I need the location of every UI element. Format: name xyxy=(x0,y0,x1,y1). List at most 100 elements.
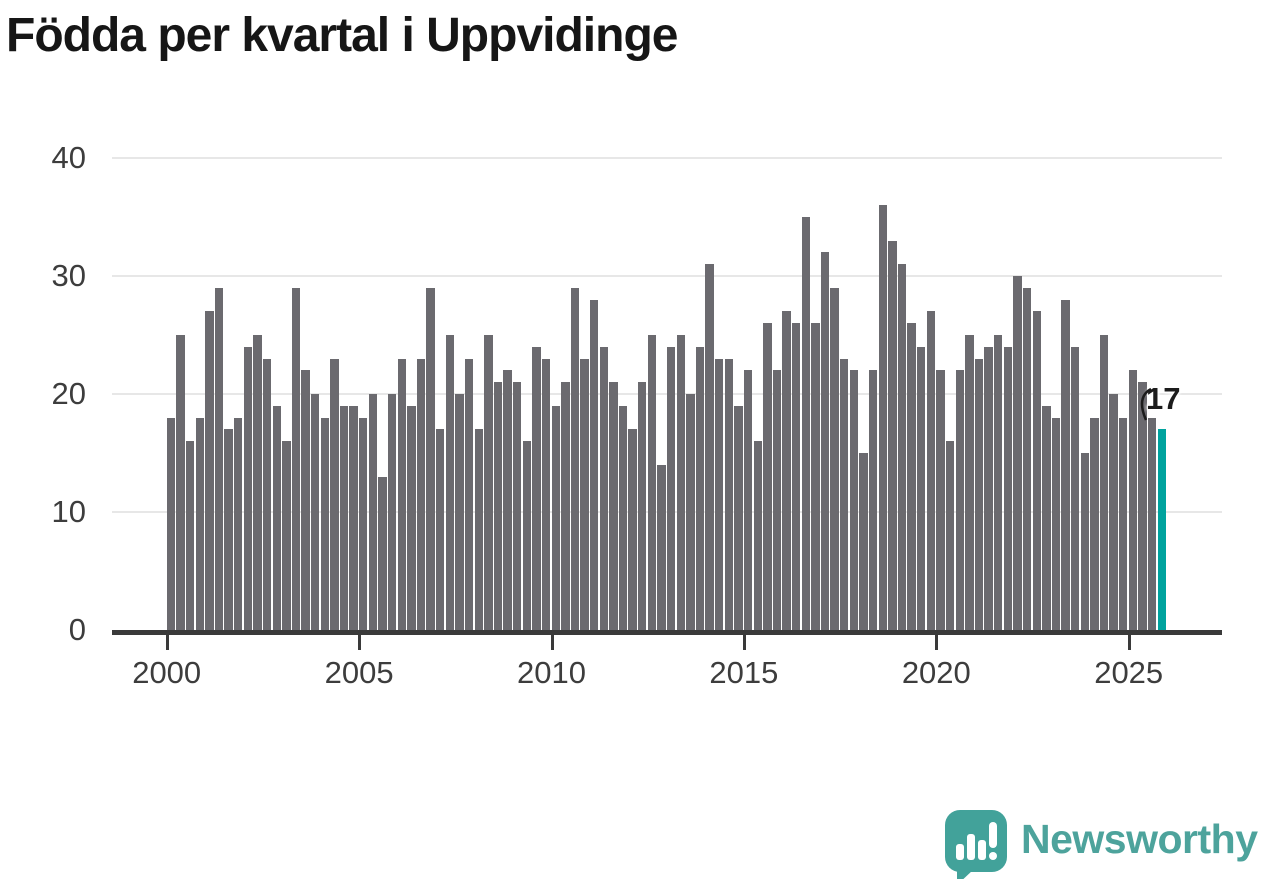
bar xyxy=(599,346,608,630)
bar xyxy=(589,299,599,630)
last-value-annotation: 17 xyxy=(1146,381,1181,416)
x-axis-line xyxy=(112,630,1222,635)
bar xyxy=(638,382,647,630)
bar xyxy=(455,394,464,630)
bar xyxy=(1070,346,1080,630)
bar xyxy=(339,405,349,630)
bar xyxy=(166,417,176,630)
logo-chart-bar-icon xyxy=(978,840,986,860)
x-axis-tick-label: 2005 xyxy=(324,655,394,690)
bar xyxy=(936,370,945,630)
bar xyxy=(397,358,406,630)
bar xyxy=(878,205,887,630)
bar xyxy=(1051,417,1061,630)
bar xyxy=(820,252,830,630)
bar xyxy=(493,382,503,630)
y-axis-tick-label: 20 xyxy=(51,376,86,411)
bar xyxy=(195,417,204,630)
bar xyxy=(647,335,657,630)
bar xyxy=(416,358,426,630)
x-axis-tick-label: 2015 xyxy=(709,655,779,690)
bar xyxy=(917,346,926,630)
bar xyxy=(205,311,214,630)
bar xyxy=(513,382,522,630)
bar xyxy=(503,370,512,630)
bar xyxy=(349,405,358,630)
brand-name: Newsworthy xyxy=(1021,816,1258,862)
bar xyxy=(1003,346,1013,630)
bar xyxy=(830,287,839,630)
bar xyxy=(580,358,589,630)
bar xyxy=(666,346,676,630)
bar xyxy=(464,358,474,630)
bar xyxy=(445,335,455,630)
chart-title: Födda per kvartal i Uppvidinge xyxy=(6,9,678,62)
bar xyxy=(522,441,532,630)
bar xyxy=(224,429,233,630)
bar xyxy=(1099,335,1109,630)
bar xyxy=(407,405,416,630)
bar xyxy=(695,346,705,630)
bar xyxy=(1022,287,1032,630)
bar xyxy=(1042,405,1051,630)
bar xyxy=(772,370,782,630)
bar xyxy=(974,358,984,630)
bar xyxy=(378,476,387,630)
bar xyxy=(1119,417,1128,630)
bar xyxy=(185,441,195,630)
bar xyxy=(1138,382,1147,630)
bar xyxy=(484,335,493,630)
bar xyxy=(868,370,878,630)
bar xyxy=(570,287,580,630)
bar xyxy=(907,323,916,630)
bar xyxy=(657,464,666,630)
bar xyxy=(541,358,551,630)
bar xyxy=(272,405,281,630)
bar xyxy=(686,394,695,630)
y-axis-tick-label: 10 xyxy=(51,494,86,529)
x-axis-tick-label: 2020 xyxy=(901,655,971,690)
x-axis-tick xyxy=(935,635,939,650)
logo-chart-bar-icon xyxy=(956,844,964,860)
bar xyxy=(214,287,224,630)
x-axis-tick xyxy=(742,635,746,650)
bar xyxy=(926,311,936,630)
logo-speech-tail xyxy=(957,870,973,879)
bar xyxy=(734,405,743,630)
logo-exclamation-dot-icon xyxy=(989,852,997,860)
bar xyxy=(994,335,1003,630)
x-axis-tick-label: 2025 xyxy=(1094,655,1164,690)
bar xyxy=(426,287,435,630)
x-axis-tick-label: 2010 xyxy=(517,655,586,690)
bar xyxy=(436,429,445,630)
bar xyxy=(301,370,310,630)
bar xyxy=(359,417,368,630)
x-axis-tick xyxy=(1127,635,1131,650)
bar xyxy=(897,264,907,630)
bar xyxy=(1080,453,1089,630)
bar xyxy=(532,346,541,630)
bar-highlighted-latest-quarter xyxy=(1157,429,1166,630)
bar xyxy=(801,217,810,630)
bar xyxy=(628,429,637,630)
bar xyxy=(243,346,253,630)
bar xyxy=(1061,299,1070,630)
x-axis-tick xyxy=(165,635,169,650)
bar xyxy=(782,311,791,630)
gridline-y-40 xyxy=(112,157,1222,159)
bar xyxy=(330,358,339,630)
bar xyxy=(234,417,243,630)
bar xyxy=(724,358,734,630)
bar xyxy=(1013,276,1022,630)
bar xyxy=(849,370,859,630)
bar xyxy=(753,441,762,630)
bar xyxy=(792,323,801,630)
bar xyxy=(1109,394,1118,630)
bar xyxy=(945,441,955,630)
logo-chart-bar-icon xyxy=(967,834,975,860)
bar xyxy=(1032,311,1041,630)
footer-branding: Newsworthy xyxy=(945,808,1262,879)
bar xyxy=(609,382,618,630)
bar xyxy=(561,382,570,630)
